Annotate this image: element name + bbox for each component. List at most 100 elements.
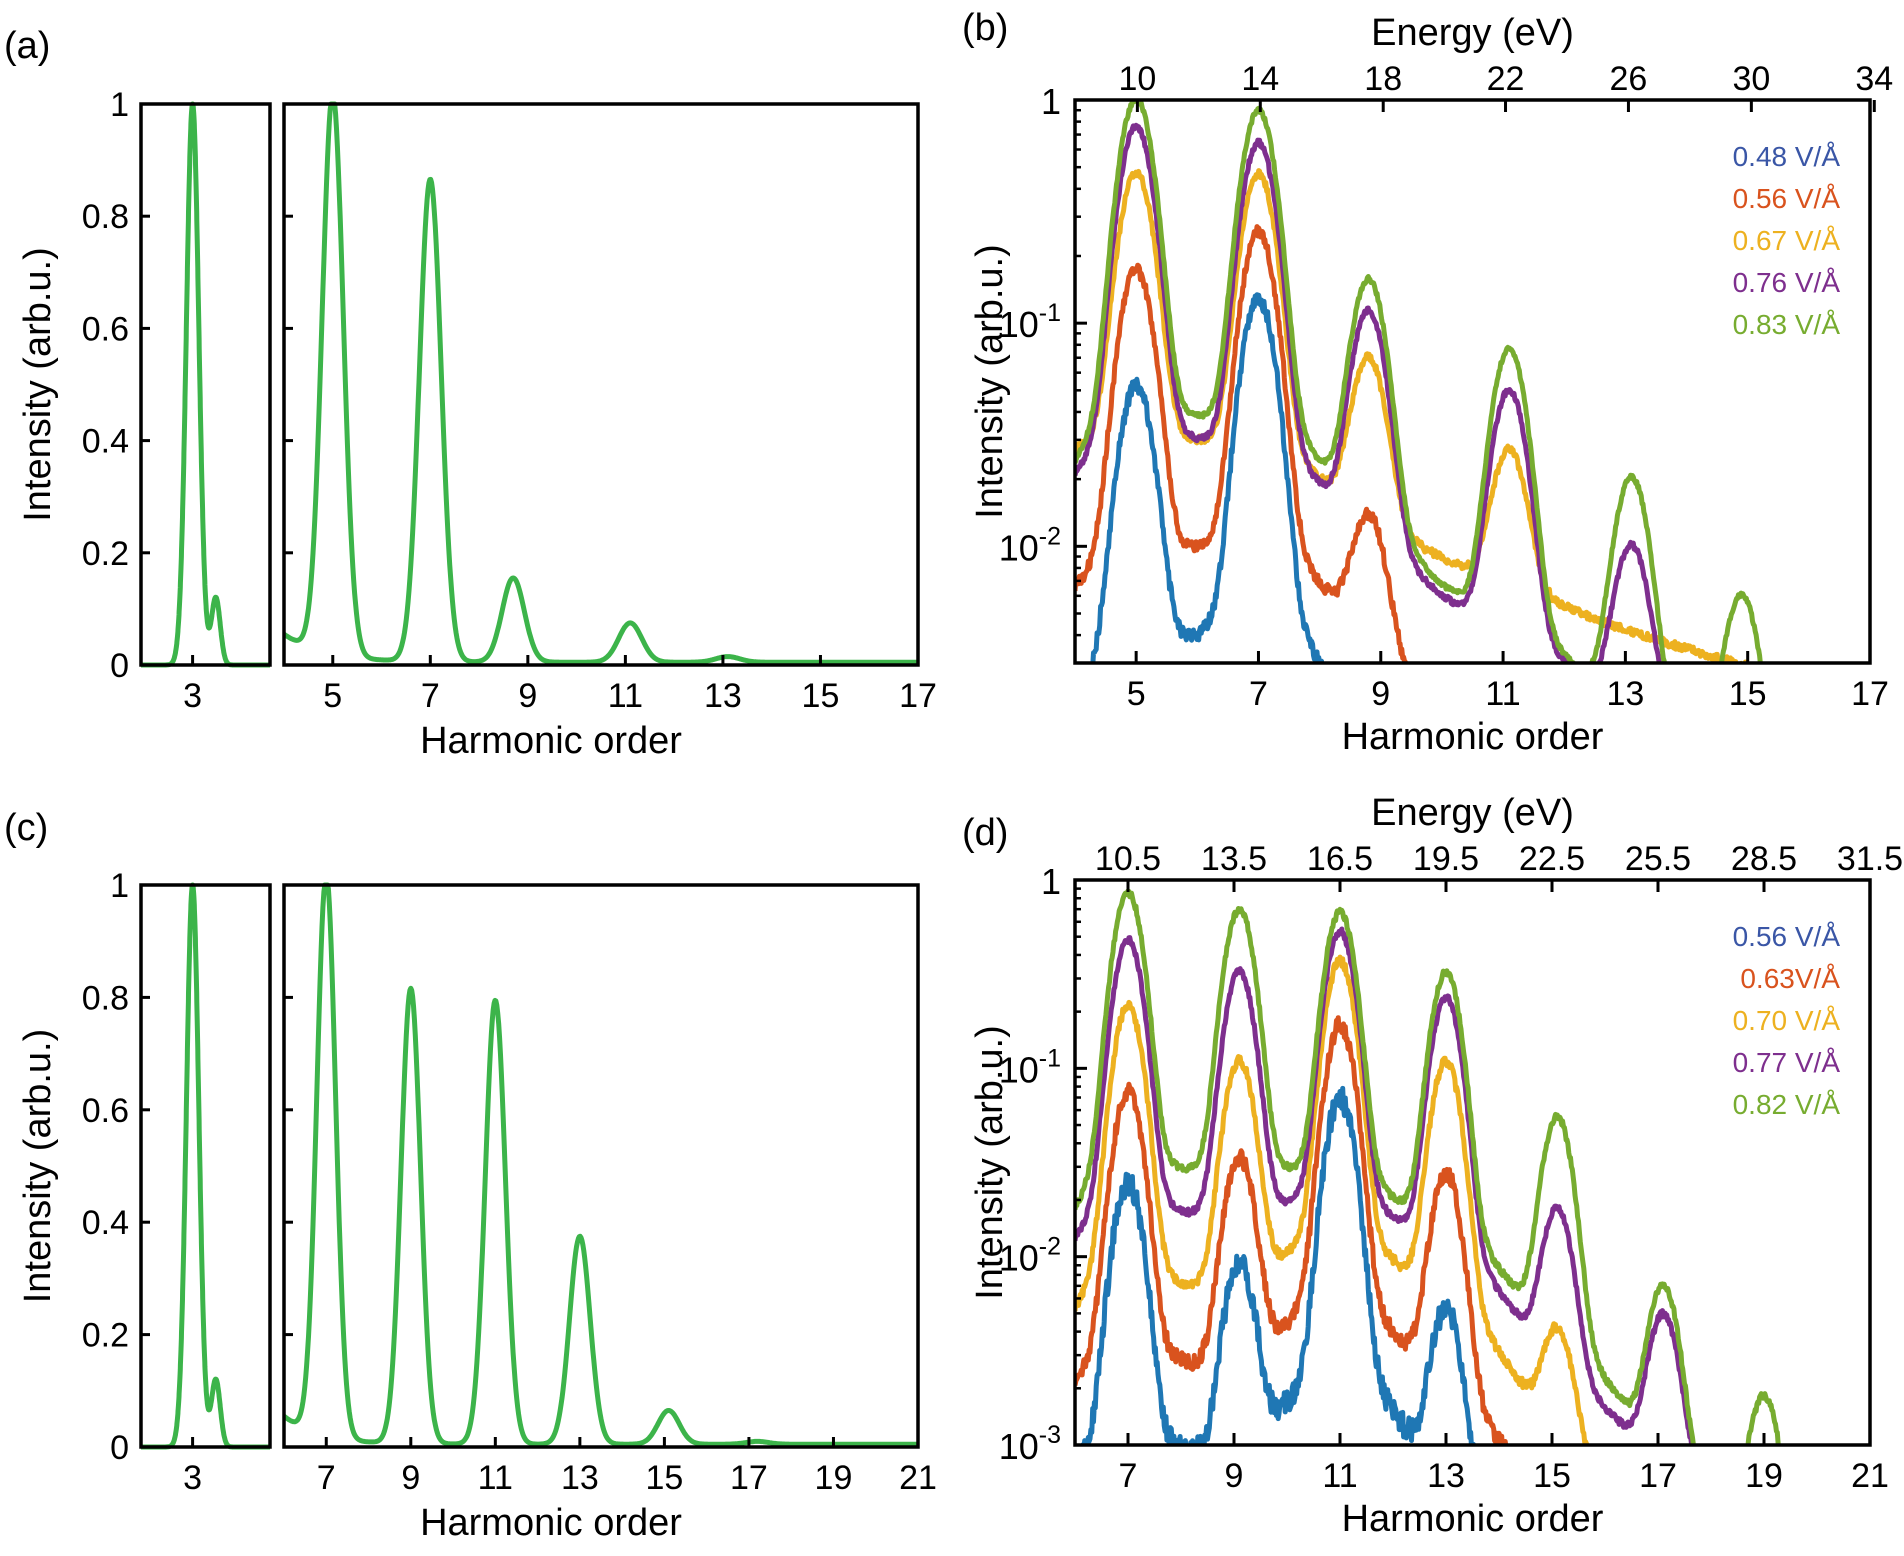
subplot-1: 3 0 0.2 0.4 0.6 0.8 1 (82, 867, 273, 1497)
subplot-1: 3 0 0.2 0.4 0.6 0.8 1 (82, 86, 273, 715)
x-tick-label: 17 (1851, 675, 1889, 713)
top-tick-label: 26 (1610, 60, 1648, 98)
plot-frame (139, 883, 272, 1449)
x-tick-label: 15 (645, 1459, 683, 1497)
top-axis-title: Energy (eV) (1371, 792, 1574, 834)
y-tick-label: 10-3 (999, 1421, 1061, 1467)
subplot-2: 7 9 11 13 15 17 19 21 (282, 882, 937, 1497)
x-axis-label: Harmonic order (1342, 1498, 1604, 1540)
series-line (1080, 1085, 1476, 1445)
y-axis-label: Intensity (arb.u.) (17, 1029, 59, 1304)
y-tick-label: 0.4 (82, 423, 129, 461)
y-tick-label: 10-2 (999, 522, 1061, 568)
x-tick-label: 19 (1745, 1457, 1783, 1495)
x-tick-label: 7 (1249, 675, 1268, 713)
legend-entry: 0.77 V/Å (1733, 1047, 1841, 1078)
panel-label: (a) (4, 25, 50, 67)
top-tick-label: 34 (1855, 60, 1893, 98)
series-group (1075, 888, 1781, 1445)
x-axis-label: Harmonic order (420, 1502, 682, 1544)
series-line (138, 101, 273, 668)
x-tick-label: 9 (1371, 675, 1390, 713)
series-line (1075, 954, 1590, 1445)
x-tick-label: 13 (704, 677, 742, 715)
y-tick-label: 0.2 (82, 1317, 129, 1355)
series-line (1088, 292, 1325, 663)
x-tick-label: 17 (730, 1459, 768, 1497)
top-tick-label: 10 (1118, 60, 1156, 98)
y-tick-label: 0.6 (82, 1092, 129, 1130)
top-tick-label: 16.5 (1307, 840, 1373, 878)
series-line (1075, 1015, 1509, 1445)
legend-entry: 0.48 V/Å (1733, 141, 1841, 172)
x-tick-label: 9 (518, 677, 537, 715)
panel-label: (b) (962, 7, 1008, 49)
x-tick-label: 21 (1851, 1457, 1889, 1495)
legend-entry: 0.56 V/Å (1733, 183, 1841, 214)
series-line (282, 882, 920, 1447)
top-tick-label: 14 (1241, 60, 1279, 98)
x-tick-label: 11 (1322, 1457, 1357, 1495)
panel-b: (b) 1 10-1 10-2 5 7 9 11 13 15 17 10 14 18 22 26 30 34 Ene… (962, 7, 1893, 758)
top-tick-label: 31.5 (1837, 840, 1903, 878)
panel-label: (c) (4, 807, 48, 849)
y-tick-label: 10-1 (999, 299, 1061, 345)
y-tick-label: 0.8 (82, 198, 129, 236)
x-tick-label: 15 (802, 677, 840, 715)
legend-entry: 0.83 V/Å (1733, 309, 1841, 340)
series-line (138, 882, 273, 1450)
x-tick-label: 5 (323, 677, 342, 715)
series-group (1075, 100, 1763, 663)
legend-entry: 0.67 V/Å (1733, 225, 1841, 256)
plot-frame (282, 883, 920, 1449)
top-tick-label: 28.5 (1731, 840, 1797, 878)
x-tick-label: 5 (1127, 675, 1146, 713)
x-tick-label: 13 (1427, 1457, 1465, 1495)
y-axis-label: Intensity (arb.u.) (969, 1025, 1011, 1300)
legend-entry: 0.70 V/Å (1733, 1005, 1841, 1036)
legend-entry: 0.82 V/Å (1733, 1089, 1841, 1120)
top-tick-label: 19.5 (1413, 840, 1479, 878)
x-tick-label: 3 (183, 677, 202, 715)
plot-frame (139, 102, 272, 667)
panel-c: (c)300.20.40.60.817 9 11 13 15 17 19 21Harmonic… (4, 807, 937, 1544)
x-tick-label: 17 (1639, 1457, 1677, 1495)
series-line (1075, 100, 1763, 663)
top-tick-label: 25.5 (1625, 840, 1691, 878)
y-tick-label: 10-1 (999, 1044, 1061, 1090)
plot-frame (1073, 98, 1872, 665)
top-tick-label: 22 (1487, 60, 1525, 98)
top-tick-label: 22.5 (1519, 840, 1585, 878)
x-tick-label: 17 (899, 677, 937, 715)
legend-entry: 0.76 V/Å (1733, 267, 1841, 298)
y-tick-label: 0.2 (82, 535, 129, 573)
legend-entry: 0.56 V/Å (1733, 921, 1841, 952)
panel-d: (d) 1 10-1 10-2 10-3 7 9 11 13 15 17 19 21 10.5 13.5 16… (962, 792, 1903, 1540)
x-tick-label: 7 (1119, 1457, 1138, 1495)
y-axis-label: Intensity (arb.u.) (969, 244, 1011, 519)
series-line (282, 101, 920, 665)
x-tick-label: 21 (899, 1459, 937, 1497)
y-tick-label: 0 (110, 647, 129, 685)
top-tick-label: 13.5 (1201, 840, 1267, 878)
y-tick-label: 1 (110, 867, 129, 905)
x-tick-label: 9 (1225, 1457, 1244, 1495)
series-line (1075, 888, 1781, 1445)
y-tick-label: 1 (110, 86, 129, 124)
top-axis-title: Energy (eV) (1371, 12, 1574, 54)
series-line (1075, 122, 1662, 663)
y-tick-label: 0 (110, 1429, 129, 1467)
x-tick-label: 7 (317, 1459, 336, 1497)
y-tick-label: 0.8 (82, 979, 129, 1017)
series-line (1075, 224, 1409, 663)
x-tick-label: 11 (1485, 675, 1520, 713)
x-tick-label: 19 (815, 1459, 853, 1497)
top-tick-label: 18 (1364, 60, 1402, 98)
y-axis-label: Intensity (arb.u.) (17, 247, 59, 522)
x-tick-label: 13 (1606, 675, 1644, 713)
x-tick-label: 15 (1729, 675, 1767, 713)
x-axis-label: Harmonic order (1342, 716, 1604, 758)
top-tick-label: 10.5 (1095, 840, 1161, 878)
